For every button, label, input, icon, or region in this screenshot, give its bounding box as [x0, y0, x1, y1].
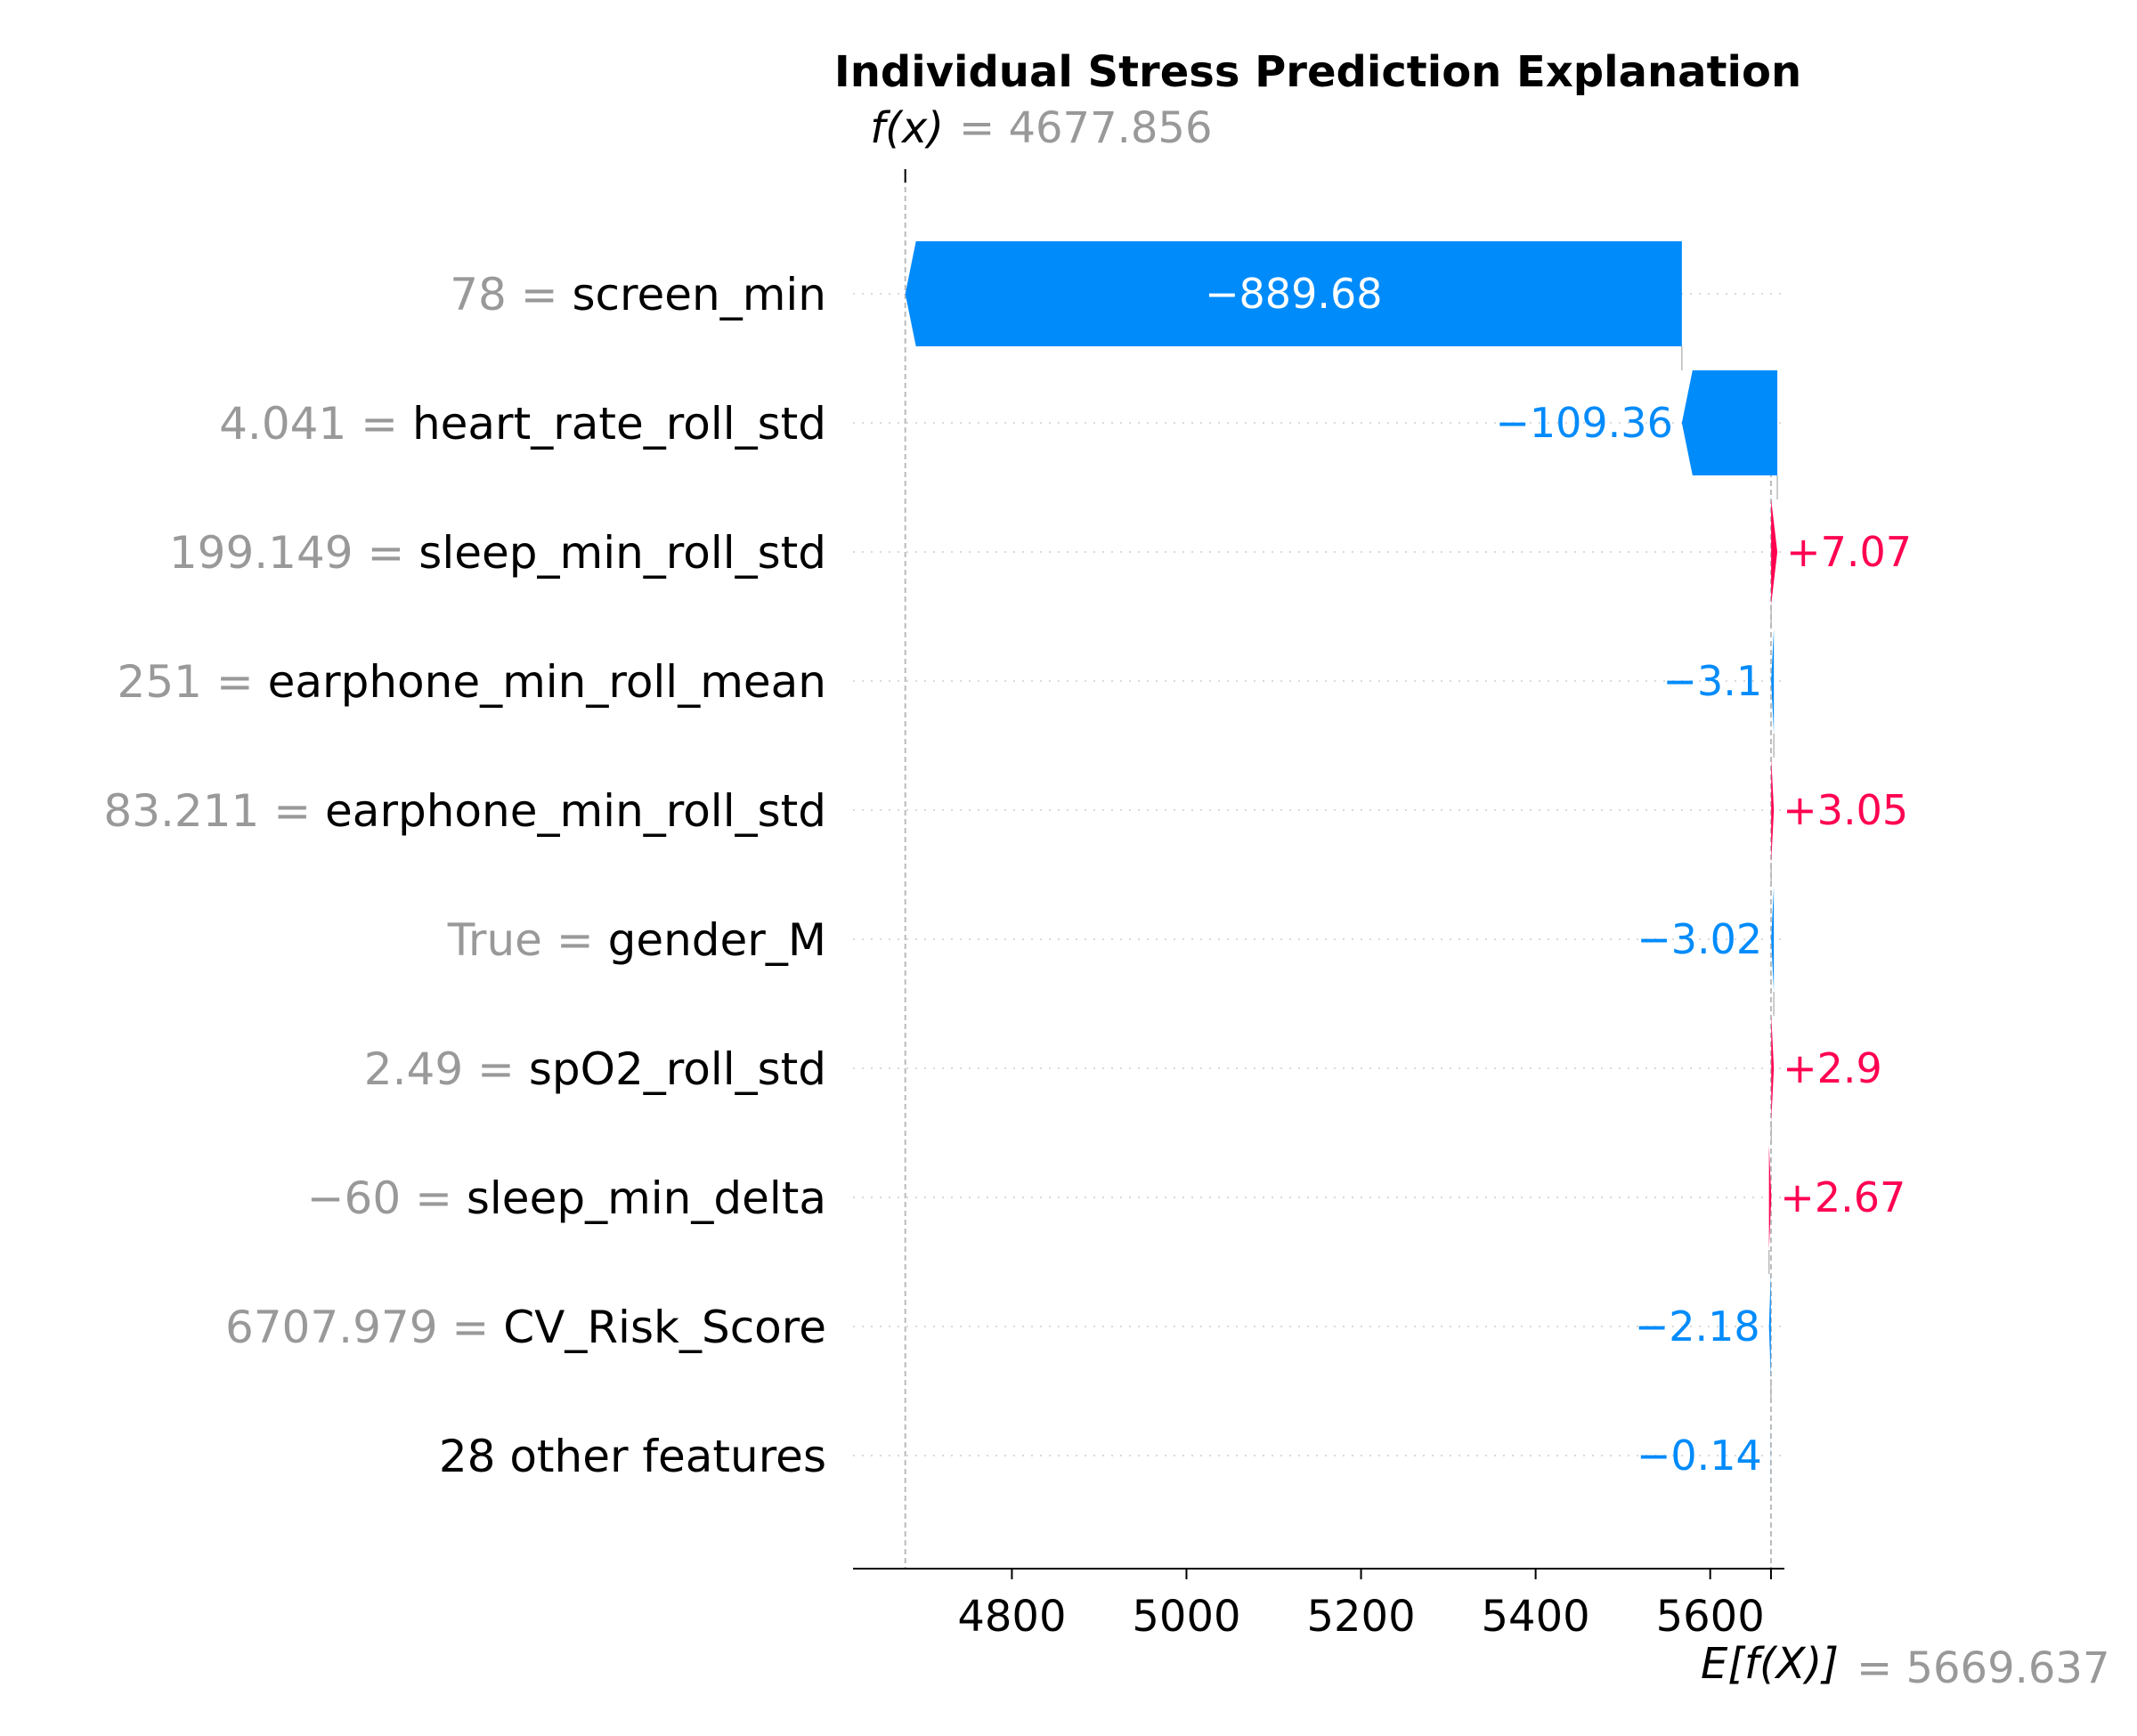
contribution-bar: [1768, 1274, 1771, 1379]
feature-label: −60 = sleep_min_delta: [307, 1172, 826, 1224]
feature-name: CV_Risk_Score: [503, 1302, 826, 1353]
contribution-bar: [1768, 1145, 1772, 1250]
fx-symbol: f(x): [870, 103, 944, 153]
feature-value: True: [447, 914, 542, 966]
contribution-bar: [1771, 499, 1778, 604]
feature-label: 251 = earphone_min_roll_mean: [118, 656, 826, 708]
x-tick-label: 4800: [957, 1592, 1066, 1642]
contribution-label: +3.05: [1783, 786, 1908, 834]
feature-name: sleep_min_delta: [467, 1172, 826, 1224]
feature-label: 2.49 = spO2_roll_std: [364, 1043, 826, 1095]
feature-value: 199.149: [169, 527, 353, 579]
feature-name: heart_rate_roll_std: [412, 398, 826, 450]
feature-label: 4.041 = heart_rate_roll_std: [219, 398, 826, 450]
feature-label: 199.149 = sleep_min_roll_std: [169, 527, 826, 579]
contribution-label: +7.07: [1786, 528, 1912, 576]
feature-name: earphone_min_roll_std: [325, 785, 826, 837]
contribution-label: −889.68: [1205, 270, 1383, 318]
feature-name: screen_min: [573, 269, 827, 320]
contribution-label: −109.36: [1495, 399, 1673, 447]
feature-name: gender_M: [608, 914, 826, 966]
feature-name: earphone_min_roll_mean: [268, 656, 826, 708]
feature-value: −60: [307, 1172, 402, 1224]
feature-label: 28 other features: [439, 1431, 826, 1482]
feature-value: 78: [450, 269, 507, 320]
contribution-bar: [1771, 1016, 1775, 1121]
feature-value: 83.211: [103, 785, 259, 837]
contribution-bar: [1771, 758, 1775, 863]
feature-value: 2.49: [364, 1043, 463, 1095]
chart-title: Individual Stress Prediction Explanation: [834, 47, 1801, 97]
feature-label: 78 = screen_min: [450, 269, 826, 320]
x-tick-label: 5400: [1482, 1592, 1590, 1642]
fx-value: = 4677.856: [959, 103, 1213, 153]
contribution-bar: [905, 241, 1682, 346]
feature-label: True = gender_M: [447, 914, 826, 966]
contribution-label: +2.67: [1780, 1173, 1905, 1221]
base-value: = 5669.637: [1857, 1643, 2110, 1693]
feature-name: sleep_min_roll_std: [418, 527, 826, 579]
x-tick-label: 5600: [1656, 1592, 1765, 1642]
contribution-label: +2.9: [1783, 1044, 1882, 1092]
base-symbol: E[f(X)]: [1701, 1639, 1839, 1689]
contribution-label: −0.14: [1637, 1432, 1762, 1480]
contribution-label: −3.1: [1662, 657, 1762, 705]
feature-name: 28 other features: [439, 1431, 826, 1482]
contribution-bar: [1681, 370, 1778, 475]
contribution-bar: [1771, 629, 1775, 734]
feature-value: 251: [118, 656, 202, 708]
contribution-bar: [1771, 887, 1775, 992]
feature-label: 6707.979 = CV_Risk_Score: [225, 1302, 826, 1353]
contribution-label: −3.02: [1637, 915, 1762, 963]
x-tick-label: 5200: [1306, 1592, 1415, 1642]
contribution-label: −2.18: [1635, 1302, 1760, 1351]
feature-name: spO2_roll_std: [529, 1043, 826, 1095]
feature-value: 4.041: [219, 398, 346, 450]
feature-value: 6707.979: [225, 1302, 438, 1353]
x-tick-label: 5000: [1132, 1592, 1240, 1642]
feature-label: 83.211 = earphone_min_roll_std: [103, 785, 826, 837]
